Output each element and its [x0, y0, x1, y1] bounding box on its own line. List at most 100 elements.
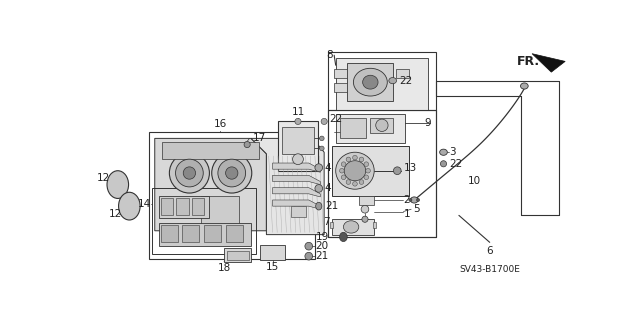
- Bar: [225, 226, 243, 242]
- Polygon shape: [155, 138, 266, 231]
- Bar: [332, 146, 409, 196]
- Bar: [371, 118, 394, 133]
- Bar: [161, 226, 178, 242]
- Text: 4: 4: [325, 163, 332, 173]
- Polygon shape: [273, 163, 320, 172]
- Text: 22: 22: [449, 159, 462, 169]
- Text: 20: 20: [315, 241, 328, 251]
- Bar: [161, 198, 173, 215]
- Ellipse shape: [362, 216, 368, 222]
- Text: 13: 13: [403, 163, 417, 173]
- Ellipse shape: [440, 161, 447, 167]
- Ellipse shape: [364, 162, 369, 167]
- Ellipse shape: [365, 168, 371, 173]
- Ellipse shape: [336, 152, 374, 189]
- Ellipse shape: [319, 146, 324, 151]
- Polygon shape: [251, 138, 324, 235]
- Ellipse shape: [315, 185, 323, 192]
- Bar: [340, 118, 367, 137]
- Ellipse shape: [346, 180, 351, 184]
- Ellipse shape: [353, 155, 357, 160]
- Ellipse shape: [340, 232, 348, 241]
- Bar: [291, 206, 307, 217]
- Bar: [176, 198, 189, 215]
- Ellipse shape: [292, 154, 303, 165]
- Text: 16: 16: [214, 119, 227, 129]
- Text: 3: 3: [449, 147, 456, 157]
- Ellipse shape: [175, 159, 204, 187]
- Ellipse shape: [353, 68, 387, 96]
- Text: 7: 7: [323, 217, 330, 226]
- Polygon shape: [532, 54, 565, 72]
- Bar: [152, 189, 257, 254]
- Bar: [192, 198, 204, 215]
- Bar: [204, 226, 221, 242]
- Bar: [330, 221, 333, 228]
- Text: 5: 5: [413, 204, 419, 214]
- Bar: [328, 52, 436, 237]
- Bar: [278, 122, 318, 172]
- Text: 18: 18: [218, 263, 230, 273]
- Ellipse shape: [170, 153, 209, 193]
- Bar: [336, 57, 428, 110]
- Ellipse shape: [244, 141, 250, 148]
- Bar: [224, 249, 251, 262]
- Text: 9: 9: [424, 118, 431, 128]
- Ellipse shape: [305, 242, 312, 250]
- Ellipse shape: [107, 171, 129, 198]
- Ellipse shape: [341, 162, 346, 167]
- Text: 10: 10: [468, 176, 481, 186]
- Text: 12: 12: [108, 209, 122, 219]
- Ellipse shape: [225, 167, 238, 179]
- Text: 14: 14: [138, 199, 151, 209]
- Ellipse shape: [118, 192, 140, 220]
- Bar: [359, 196, 374, 205]
- Ellipse shape: [212, 153, 252, 193]
- Text: 11: 11: [291, 107, 305, 117]
- Text: 17: 17: [253, 133, 266, 143]
- Ellipse shape: [315, 164, 323, 172]
- Text: 8: 8: [326, 50, 333, 60]
- Bar: [201, 196, 239, 227]
- Ellipse shape: [409, 198, 412, 202]
- Bar: [334, 69, 348, 78]
- Text: 6: 6: [486, 246, 493, 256]
- Text: 19: 19: [316, 232, 330, 242]
- Ellipse shape: [344, 221, 359, 233]
- Ellipse shape: [363, 75, 378, 89]
- Bar: [149, 132, 315, 259]
- Bar: [282, 127, 314, 154]
- Bar: [336, 114, 405, 143]
- Text: 1: 1: [403, 209, 410, 219]
- Ellipse shape: [389, 78, 397, 84]
- Ellipse shape: [417, 198, 420, 202]
- Bar: [332, 219, 374, 235]
- Bar: [260, 245, 285, 260]
- Text: 15: 15: [266, 262, 279, 271]
- Ellipse shape: [321, 118, 327, 124]
- Ellipse shape: [340, 168, 344, 173]
- Bar: [159, 196, 209, 218]
- Ellipse shape: [316, 202, 322, 210]
- Polygon shape: [273, 188, 320, 197]
- Text: 22: 22: [329, 114, 342, 124]
- Text: 21: 21: [315, 251, 328, 261]
- Ellipse shape: [394, 167, 401, 174]
- Ellipse shape: [295, 118, 301, 124]
- Ellipse shape: [353, 182, 357, 186]
- Ellipse shape: [520, 83, 528, 89]
- Ellipse shape: [344, 161, 365, 181]
- Ellipse shape: [346, 157, 351, 162]
- Text: 4: 4: [325, 183, 332, 193]
- Ellipse shape: [305, 252, 312, 260]
- Bar: [159, 223, 251, 246]
- Polygon shape: [273, 175, 320, 185]
- Bar: [348, 63, 394, 101]
- Ellipse shape: [440, 149, 447, 155]
- Ellipse shape: [364, 175, 369, 180]
- Bar: [328, 110, 436, 237]
- Bar: [182, 226, 200, 242]
- Ellipse shape: [319, 136, 324, 141]
- Text: 22: 22: [399, 76, 412, 85]
- Ellipse shape: [218, 159, 246, 187]
